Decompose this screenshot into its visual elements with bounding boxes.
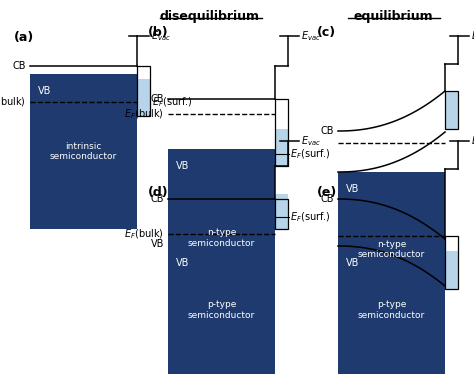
Bar xyxy=(445,236,458,289)
Text: VB: VB xyxy=(151,239,164,249)
Text: VB: VB xyxy=(38,86,51,96)
Text: CB: CB xyxy=(320,194,334,204)
Text: CB: CB xyxy=(151,194,164,204)
Bar xyxy=(275,194,288,229)
Text: $E_{vac}$: $E_{vac}$ xyxy=(471,29,474,43)
Text: p-type
semiconductor: p-type semiconductor xyxy=(188,300,255,320)
Bar xyxy=(445,251,458,289)
Bar xyxy=(168,246,275,374)
Text: (e): (e) xyxy=(317,186,337,199)
Text: VB: VB xyxy=(346,258,359,268)
Text: p-type
semiconductor: p-type semiconductor xyxy=(358,300,425,320)
Text: n-type
semiconductor: n-type semiconductor xyxy=(358,240,425,259)
Text: equilibrium: equilibrium xyxy=(353,10,433,23)
Bar xyxy=(137,79,150,116)
Text: VB: VB xyxy=(346,184,359,194)
Text: VB: VB xyxy=(176,161,190,171)
Text: intrinsic
semiconductor: intrinsic semiconductor xyxy=(50,142,117,161)
Bar xyxy=(338,246,445,374)
Bar xyxy=(445,91,458,129)
Text: $E_F$(surf.): $E_F$(surf.) xyxy=(290,147,331,161)
Bar xyxy=(275,199,288,229)
Bar xyxy=(275,99,288,166)
Text: $E_F$(bulk): $E_F$(bulk) xyxy=(124,107,164,121)
Text: VB: VB xyxy=(176,258,190,268)
Text: $E_{vac}$: $E_{vac}$ xyxy=(301,134,321,148)
Bar xyxy=(275,129,288,166)
Text: CB: CB xyxy=(320,126,334,136)
Text: (b): (b) xyxy=(148,26,169,39)
Bar xyxy=(137,66,150,116)
Text: n-type
semiconductor: n-type semiconductor xyxy=(188,228,255,248)
Text: $E_F$(surf.): $E_F$(surf.) xyxy=(290,210,331,224)
Text: disequilibrium: disequilibrium xyxy=(160,10,260,23)
Text: (d): (d) xyxy=(148,186,169,199)
Bar xyxy=(30,74,137,229)
Text: $E_F$(bulk): $E_F$(bulk) xyxy=(0,95,26,109)
Text: $E_F$(bulk): $E_F$(bulk) xyxy=(124,227,164,241)
Text: CB: CB xyxy=(12,61,26,71)
Text: CB: CB xyxy=(151,94,164,104)
Text: $E_{vac}$: $E_{vac}$ xyxy=(301,29,321,43)
Text: (c): (c) xyxy=(317,26,336,39)
Text: (a): (a) xyxy=(14,31,34,44)
Bar xyxy=(338,172,445,327)
Text: $E_F$(surf.): $E_F$(surf.) xyxy=(152,95,193,109)
Bar xyxy=(168,149,275,327)
Bar xyxy=(445,91,458,129)
Text: $E_{vac}$: $E_{vac}$ xyxy=(471,134,474,148)
Text: $E_{vac}$: $E_{vac}$ xyxy=(151,29,171,43)
